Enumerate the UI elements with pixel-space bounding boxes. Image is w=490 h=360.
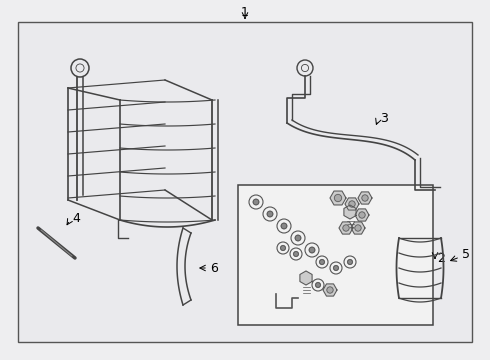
Circle shape — [355, 225, 361, 231]
Circle shape — [295, 235, 301, 241]
Circle shape — [294, 252, 298, 256]
Circle shape — [343, 225, 349, 231]
Text: 2: 2 — [437, 252, 445, 265]
Text: 1: 1 — [241, 5, 249, 18]
Bar — [238, 185, 433, 325]
Polygon shape — [358, 192, 372, 204]
Circle shape — [334, 194, 342, 202]
Circle shape — [281, 246, 285, 251]
Circle shape — [281, 223, 287, 229]
Circle shape — [327, 287, 333, 293]
Text: 6: 6 — [210, 261, 218, 274]
Circle shape — [362, 195, 368, 201]
Circle shape — [309, 247, 315, 253]
Circle shape — [253, 199, 259, 205]
Polygon shape — [345, 198, 359, 210]
Text: 5: 5 — [462, 248, 470, 261]
Circle shape — [334, 266, 339, 270]
Circle shape — [359, 212, 365, 218]
Text: 3: 3 — [380, 112, 388, 125]
Polygon shape — [300, 271, 312, 285]
Circle shape — [319, 260, 324, 264]
Circle shape — [349, 201, 355, 207]
Polygon shape — [323, 284, 337, 296]
Bar — [18, 22, 472, 342]
Text: 4: 4 — [72, 211, 80, 225]
Polygon shape — [330, 191, 346, 205]
Polygon shape — [355, 209, 369, 221]
Polygon shape — [351, 222, 365, 234]
Circle shape — [316, 283, 320, 287]
Polygon shape — [339, 222, 353, 234]
Circle shape — [267, 211, 273, 217]
Circle shape — [347, 260, 352, 264]
Polygon shape — [344, 205, 356, 219]
